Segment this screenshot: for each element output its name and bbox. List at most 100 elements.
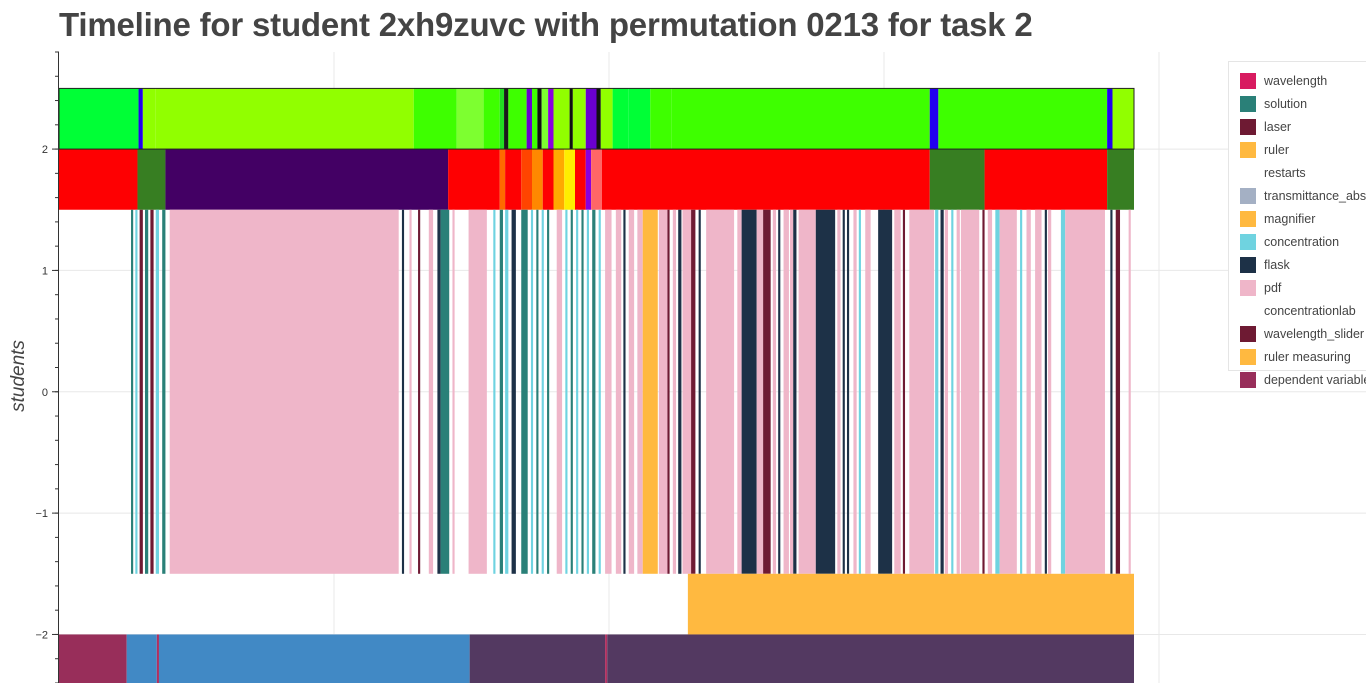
- legend-label: laser: [1264, 120, 1292, 134]
- timeline-segment: [940, 209, 944, 574]
- timeline-segment: [139, 209, 143, 574]
- timeline-segment: [150, 209, 154, 574]
- timeline-segment: [162, 209, 166, 574]
- timeline-segment: [1110, 209, 1113, 574]
- legend-item[interactable]: pdf: [1240, 279, 1281, 297]
- timeline-segment: [678, 209, 682, 574]
- timeline-segment: [909, 209, 935, 574]
- timeline-segment: [1026, 209, 1031, 574]
- legend-item[interactable]: wavelength: [1240, 72, 1327, 90]
- timeline-segment: [1048, 209, 1052, 574]
- legend-item[interactable]: restarts: [1240, 164, 1306, 182]
- timeline-row-1: [59, 149, 1134, 210]
- timeline-segment: [565, 209, 568, 574]
- legend-item[interactable]: magnifier: [1240, 210, 1315, 228]
- timeline-segment: [541, 209, 544, 574]
- timeline-segment: [126, 634, 157, 683]
- timeline-segment: [642, 209, 658, 574]
- timeline-segment: [468, 209, 487, 574]
- legend-swatch: [1240, 96, 1256, 112]
- timeline-segment: [456, 88, 484, 150]
- legend-item[interactable]: ruler: [1240, 141, 1289, 159]
- legend-label: ruler: [1264, 143, 1290, 157]
- legend-swatch: [1240, 234, 1256, 250]
- timeline-segment: [596, 88, 601, 150]
- timeline-segment: [1115, 209, 1121, 574]
- timeline-segment: [499, 149, 506, 210]
- timeline-segment: [999, 209, 1017, 574]
- timeline-segment: [448, 149, 500, 210]
- timeline-segment: [155, 209, 159, 574]
- y-axis: 2 1 0 −1 −2: [35, 51, 59, 683]
- y-tick-label: 2: [42, 144, 48, 156]
- timeline-segment: [741, 209, 757, 574]
- legend-label: magnifier: [1264, 212, 1316, 226]
- timeline-segment: [783, 209, 789, 574]
- timeline-segment: [691, 209, 696, 574]
- timeline-segment: [650, 88, 672, 150]
- legend-item[interactable]: dependent variable: [1240, 371, 1366, 389]
- legend-swatch: [1240, 372, 1256, 388]
- timeline-segment: [1107, 149, 1134, 210]
- legend-item[interactable]: ruler measuring: [1240, 348, 1351, 366]
- timeline-segment: [142, 88, 156, 150]
- timeline-segment: [628, 209, 635, 574]
- legend-label: ruler measuring: [1264, 350, 1351, 364]
- legend-swatch: [1240, 257, 1256, 273]
- timeline-segment: [600, 88, 613, 150]
- timeline-segment: [493, 209, 496, 574]
- legend-item[interactable]: wavelength_slider: [1240, 325, 1364, 343]
- timeline-segment: [556, 209, 563, 574]
- timeline-segment: [601, 149, 930, 210]
- timeline-segment: [169, 209, 399, 574]
- legend-swatch: [1240, 211, 1256, 227]
- timeline-segment: [737, 209, 742, 574]
- timeline-segment: [598, 209, 601, 574]
- timeline-segment: [995, 209, 1000, 574]
- timeline-segment: [505, 209, 509, 574]
- legend-item[interactable]: flask: [1240, 256, 1290, 274]
- timeline-segment: [658, 209, 668, 574]
- timeline-segment: [158, 634, 470, 683]
- timeline-segment: [413, 88, 457, 150]
- timeline-segment: [409, 209, 412, 574]
- timeline-segment: [1035, 209, 1042, 574]
- timeline-segment: [59, 88, 139, 150]
- timeline-segment: [960, 209, 980, 574]
- timeline-segment: [605, 634, 608, 683]
- timeline-segment: [929, 88, 939, 150]
- timeline-segment: [59, 634, 127, 683]
- legend-item[interactable]: transmittance_abs: [1240, 187, 1366, 205]
- timeline-segment: [983, 88, 1108, 150]
- timeline-segment: [581, 209, 584, 574]
- timeline-segment: [842, 209, 845, 574]
- timeline-segment: [401, 209, 405, 574]
- timeline-segment: [878, 209, 893, 574]
- timeline-segment: [865, 209, 871, 574]
- y-tick-label: −2: [35, 629, 48, 641]
- legend-item[interactable]: solution: [1240, 95, 1307, 113]
- timeline-segment: [612, 88, 629, 150]
- timeline-segment: [858, 209, 861, 574]
- timeline-segment: [902, 209, 906, 574]
- timeline-segment: [853, 209, 857, 574]
- legend-label: restarts: [1264, 166, 1306, 180]
- timeline-row-3: [687, 573, 1134, 635]
- legend-item[interactable]: concentrationlab: [1240, 302, 1356, 320]
- timeline-segment: [607, 634, 1134, 683]
- y-tick-label: −1: [35, 508, 48, 520]
- timeline-segment: [530, 209, 534, 574]
- timeline-segment: [790, 209, 794, 574]
- timeline-segment: [935, 209, 939, 574]
- timeline-segment: [1112, 88, 1134, 150]
- timeline-segment: [628, 88, 651, 150]
- timeline-segment: [585, 149, 592, 210]
- timeline-segment: [59, 149, 138, 210]
- legend-item[interactable]: concentration: [1240, 233, 1339, 251]
- legend-item[interactable]: laser: [1240, 118, 1291, 136]
- timeline-segment: [572, 88, 586, 150]
- timeline-segment: [585, 88, 597, 150]
- timeline-segment: [570, 209, 573, 574]
- timeline-row-0: [59, 88, 1134, 150]
